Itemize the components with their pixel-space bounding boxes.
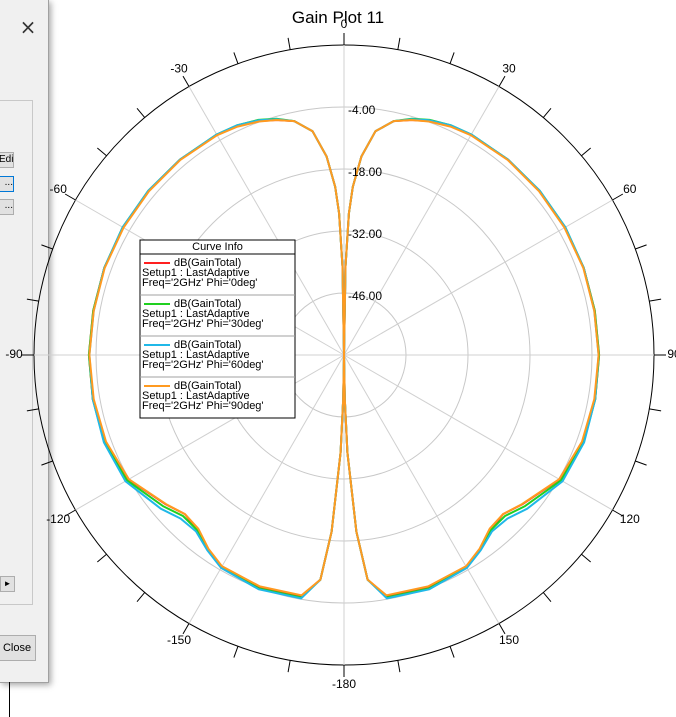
angle-tick [41, 244, 53, 250]
angle-label: -180 [332, 677, 356, 691]
radial-tick-label: -18.00 [348, 165, 382, 179]
close-button[interactable]: Close [0, 635, 36, 661]
radial-labels: -4.00 -18.00 -32.00 -46.00 [348, 103, 382, 303]
angle-tick [26, 408, 39, 412]
angle-tick [97, 147, 107, 157]
angle-label: -90 [5, 347, 23, 361]
angle-tick [287, 37, 291, 50]
legend-box [139, 239, 296, 419]
grid-spoke [75, 354, 345, 511]
gain-curves [87, 117, 601, 600]
angle-tick [41, 460, 53, 466]
grid-spoke [343, 199, 613, 356]
angle-tick [287, 660, 291, 673]
radial-tick-label: -32.00 [348, 227, 382, 241]
angle-tick [233, 646, 239, 658]
window-edge-line [9, 682, 10, 717]
angle-label: 150 [499, 633, 519, 647]
angle-label: 90 [667, 347, 676, 361]
legend-entry: Freq='2GHz' Phi='60deg' [142, 359, 264, 371]
grid-spoke [343, 354, 613, 511]
legend-entry: Setup1 : LastAdaptive [142, 308, 250, 320]
series-line [88, 119, 600, 597]
legend-entry: Freq='2GHz' Phi='0deg' [142, 277, 257, 289]
grid-spoke [188, 86, 345, 356]
legend-entry: dB(GainTotal) [174, 257, 241, 269]
angle-label: -150 [167, 633, 191, 647]
angle-tick [449, 52, 455, 64]
browse-button-2[interactable]: ... [0, 199, 14, 215]
browse-button-1[interactable]: ... [0, 176, 14, 192]
angle-label: -60 [50, 182, 68, 196]
legend-entry: Setup1 : LastAdaptive [142, 390, 250, 402]
angle-tick [635, 460, 647, 466]
legend-entry: Freq='2GHz' Phi='90deg' [142, 400, 264, 412]
angle-tick [581, 147, 591, 157]
angle-label: 60 [623, 182, 637, 196]
legend-entry: Setup1 : LastAdaptive [142, 267, 250, 279]
angle-label: 120 [620, 512, 640, 526]
angle-label: -120 [46, 512, 70, 526]
angle-tick [581, 553, 591, 563]
close-icon[interactable]: × [19, 15, 37, 39]
angle-ticks [22, 33, 666, 677]
legend-entry: Freq='2GHz' Phi='30deg' [142, 318, 264, 330]
angle-tick [612, 193, 624, 201]
legend-title: Curve Info [192, 241, 243, 253]
chart-title: Gain Plot 11 [291, 8, 385, 27]
legend-entry: dB(GainTotal) [174, 298, 241, 310]
angle-label: 30 [502, 61, 516, 75]
angle-tick [64, 193, 76, 201]
angle-tick [542, 108, 552, 118]
edit-button[interactable]: Edit [0, 152, 14, 168]
angle-tick [397, 660, 401, 673]
legend-entry: dB(GainTotal) [174, 380, 241, 392]
radial-tick-label: -46.00 [348, 289, 382, 303]
angle-tick [498, 75, 506, 87]
angle-tick [64, 509, 76, 517]
angle-tick [397, 37, 401, 50]
angle-tick [182, 75, 190, 87]
dialog-window: × Edit ... ... ► Close [0, 0, 49, 683]
scroll-right-button[interactable]: ► [0, 576, 15, 592]
angle-tick [542, 592, 552, 602]
angle-tick [97, 553, 107, 563]
angle-tick [449, 646, 455, 658]
legend-entry: dB(GainTotal) [174, 339, 241, 351]
legend-entry: Setup1 : LastAdaptive [142, 349, 250, 361]
angle-tick [26, 298, 39, 302]
angle-tick [182, 623, 190, 635]
angle-labels: 0 30 60 90 120 150 -180 -150 -120 -90 -60 -30 [5, 17, 676, 691]
grid-spoke [188, 354, 345, 624]
angle-tick [649, 408, 662, 412]
angle-label: 0 [341, 17, 348, 31]
grid-spoke [343, 354, 500, 624]
angle-tick [233, 52, 239, 64]
angle-label: -30 [170, 61, 188, 75]
angle-tick [612, 509, 624, 517]
angle-tick [635, 244, 647, 250]
radial-tick-label: -4.00 [348, 103, 376, 117]
angle-tick [498, 623, 506, 635]
angle-tick [136, 592, 146, 602]
angle-tick [136, 108, 146, 118]
grid-spoke [343, 86, 500, 356]
angle-tick [649, 298, 662, 302]
